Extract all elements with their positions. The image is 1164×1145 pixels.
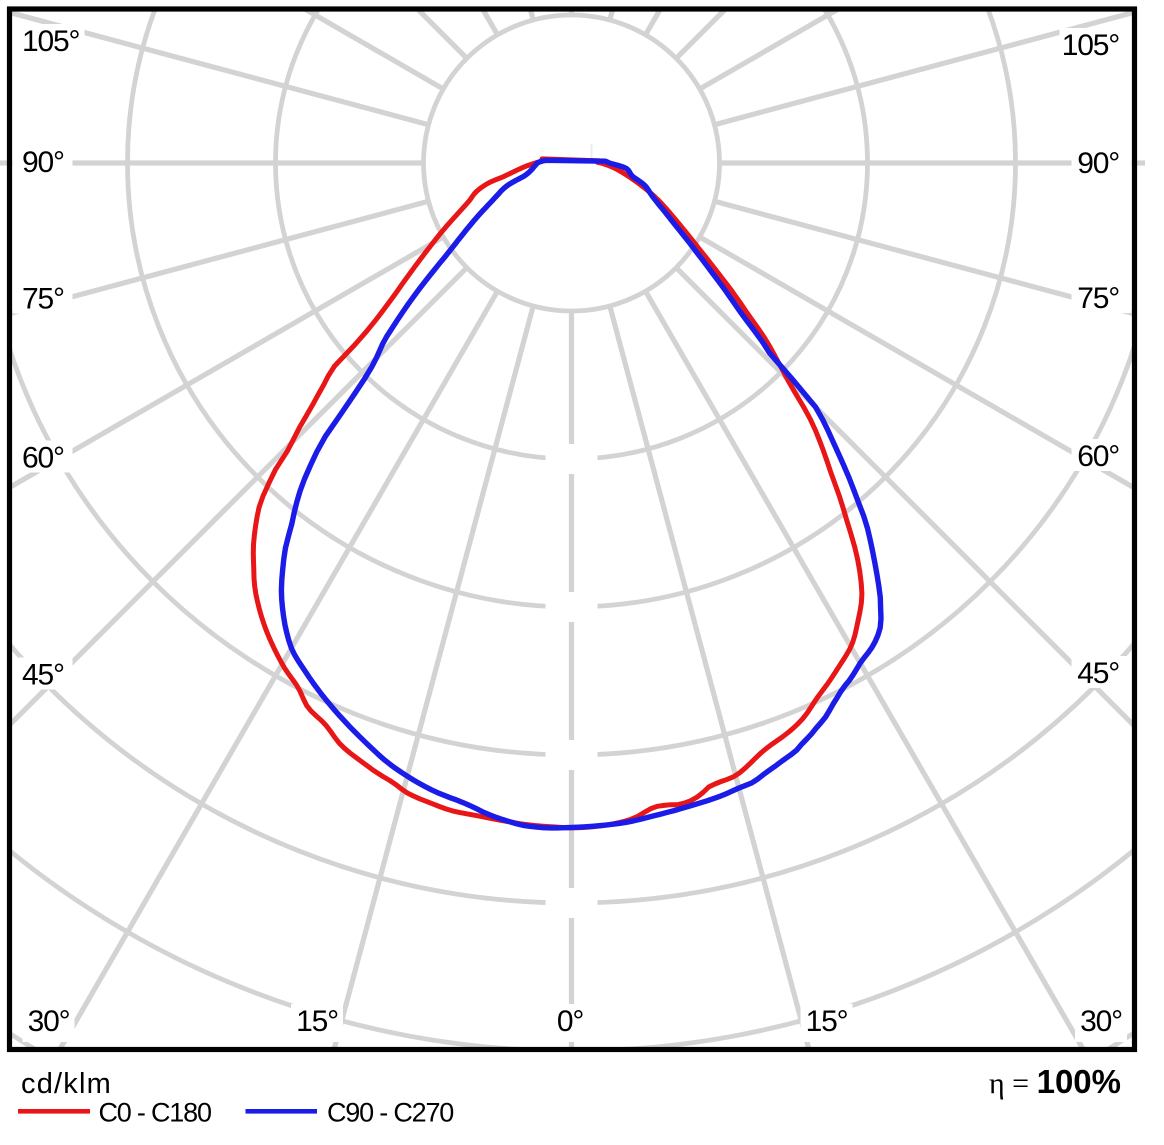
svg-text:60°: 60° bbox=[1077, 440, 1119, 473]
svg-text:45°: 45° bbox=[22, 658, 64, 691]
svg-text:75°: 75° bbox=[22, 282, 64, 315]
svg-text:105°: 105° bbox=[1062, 29, 1119, 62]
svg-text:45°: 45° bbox=[1077, 657, 1119, 690]
svg-text:cd/klm: cd/klm bbox=[21, 1068, 112, 1100]
svg-text:30°: 30° bbox=[28, 1005, 70, 1038]
svg-text:75°: 75° bbox=[1077, 282, 1119, 315]
svg-text:90°: 90° bbox=[1077, 147, 1119, 180]
svg-text:60°: 60° bbox=[22, 441, 64, 474]
svg-text:15°: 15° bbox=[296, 1005, 338, 1038]
svg-text:30°: 30° bbox=[1080, 1005, 1122, 1038]
svg-text:105°: 105° bbox=[22, 25, 79, 58]
svg-text:C0 - C180: C0 - C180 bbox=[99, 1098, 211, 1128]
svg-text:C90 - C270: C90 - C270 bbox=[327, 1098, 453, 1128]
svg-text:η = 100%: η = 100% bbox=[989, 1063, 1121, 1100]
svg-text:15°: 15° bbox=[806, 1005, 848, 1038]
svg-text:90°: 90° bbox=[22, 146, 64, 179]
svg-text:0°: 0° bbox=[557, 1005, 583, 1038]
